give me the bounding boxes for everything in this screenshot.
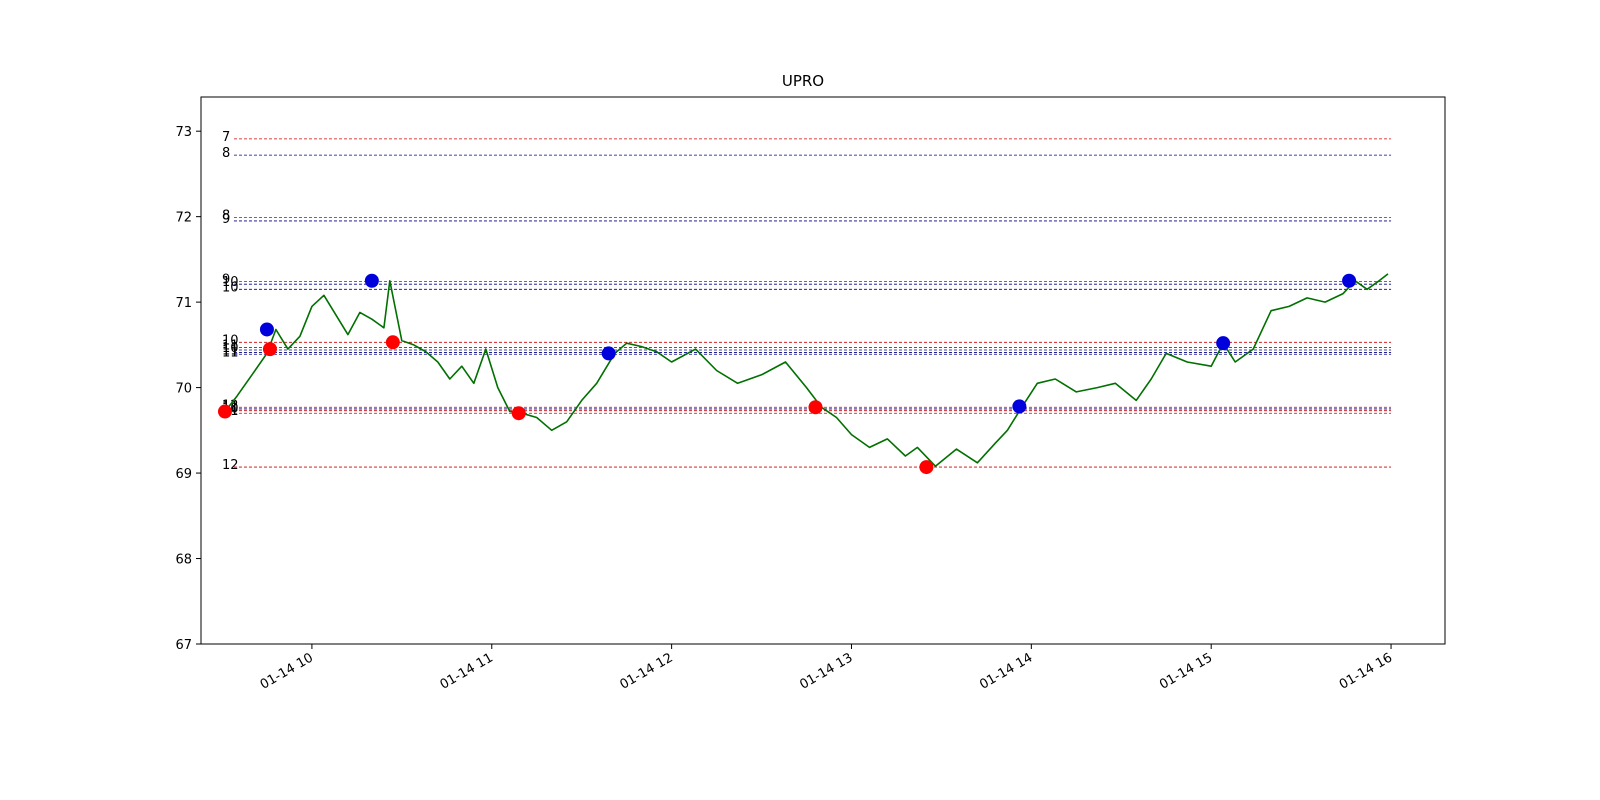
sell-marker-4 <box>1216 336 1231 351</box>
level-label-3: 9 <box>222 212 230 227</box>
sell-marker-0 <box>259 322 274 337</box>
y-tick-label-5: 72 <box>175 211 192 226</box>
series-group <box>224 273 1389 468</box>
y-axis: 67 68 69 70 71 72 73 <box>175 125 201 653</box>
buy-marker-0 <box>217 404 232 419</box>
buy-marker-1 <box>262 342 277 357</box>
level-label-11: 11 <box>222 345 239 360</box>
level-label-4: 9 <box>222 273 230 288</box>
sell-marker-3 <box>1012 399 1027 414</box>
level-label-10: 11 <box>222 344 239 359</box>
y-tick-label-3: 70 <box>175 382 192 397</box>
marker-group <box>217 273 1357 475</box>
level-label-7: 10 <box>222 333 239 348</box>
y-tick-label-0: 67 <box>175 638 192 653</box>
level-label-1: 8 <box>222 146 230 161</box>
level-label-2: 8 <box>222 209 230 224</box>
buy-marker-4 <box>808 400 823 415</box>
chart-title: UPRO <box>782 72 824 90</box>
buy-marker-5 <box>919 460 934 475</box>
y-tick-label-2: 69 <box>175 467 192 482</box>
y-tick-label-6: 73 <box>175 125 192 140</box>
sell-marker-5 <box>1342 273 1357 288</box>
level-label-0: 7 <box>222 130 230 145</box>
level-label-16: 12 <box>222 458 239 473</box>
y-tick-label-4: 71 <box>175 296 192 311</box>
buy-marker-3 <box>511 406 526 421</box>
buy-marker-2 <box>385 335 400 350</box>
sell-marker-1 <box>364 273 379 288</box>
level-label-5: 10 <box>222 275 239 290</box>
level-label-6: 10 <box>222 280 239 295</box>
price-line-0 <box>224 273 1389 468</box>
y-tick-label-1: 68 <box>175 553 192 568</box>
sell-marker-2 <box>601 346 616 361</box>
plot-frame <box>200 96 1446 645</box>
